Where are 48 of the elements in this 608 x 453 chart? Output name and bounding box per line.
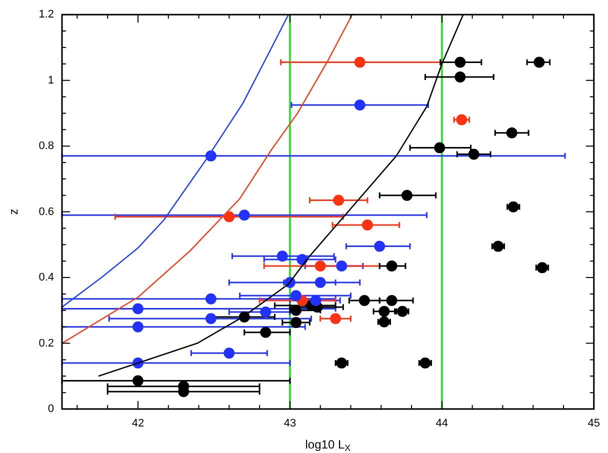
point xyxy=(205,293,216,304)
point xyxy=(238,210,250,221)
point xyxy=(132,303,144,314)
point xyxy=(454,56,466,68)
point xyxy=(354,99,366,110)
point xyxy=(454,72,466,83)
point xyxy=(506,127,518,138)
y-axis-title: z xyxy=(6,208,20,215)
point xyxy=(434,142,446,154)
point xyxy=(468,148,480,160)
y-tick-label: 1.2 xyxy=(38,8,54,21)
y-tick-label: 0.8 xyxy=(38,140,54,152)
point xyxy=(378,306,390,317)
point xyxy=(290,304,302,316)
point xyxy=(330,313,342,324)
point xyxy=(314,276,326,288)
y-tick-label: 0.4 xyxy=(38,272,54,284)
point xyxy=(534,56,545,68)
point xyxy=(290,290,302,302)
point xyxy=(333,194,344,206)
point xyxy=(336,260,348,272)
point xyxy=(224,211,235,222)
point xyxy=(132,321,144,332)
point xyxy=(386,295,398,306)
point xyxy=(310,295,322,306)
x-tick-label: 44 xyxy=(436,418,448,430)
y-tick-label: 0.2 xyxy=(38,337,54,350)
point xyxy=(358,295,370,306)
y-tick-label: 0 xyxy=(48,403,54,416)
point xyxy=(290,317,302,328)
point xyxy=(132,375,144,386)
point xyxy=(260,326,272,338)
point xyxy=(314,260,326,272)
x-tick-label: 42 xyxy=(132,418,144,430)
x-tick-label: 45 xyxy=(588,418,600,430)
point xyxy=(456,114,468,126)
point xyxy=(354,56,366,68)
point xyxy=(386,260,398,272)
point xyxy=(276,250,288,262)
y-tick-label: 1 xyxy=(48,74,54,86)
point xyxy=(362,219,373,230)
point xyxy=(205,313,216,324)
x-tick-label: 43 xyxy=(284,418,296,430)
point xyxy=(260,306,272,318)
y-tick-label: 0.6 xyxy=(38,206,54,218)
point xyxy=(224,348,235,359)
point xyxy=(374,240,386,252)
point xyxy=(401,190,412,201)
